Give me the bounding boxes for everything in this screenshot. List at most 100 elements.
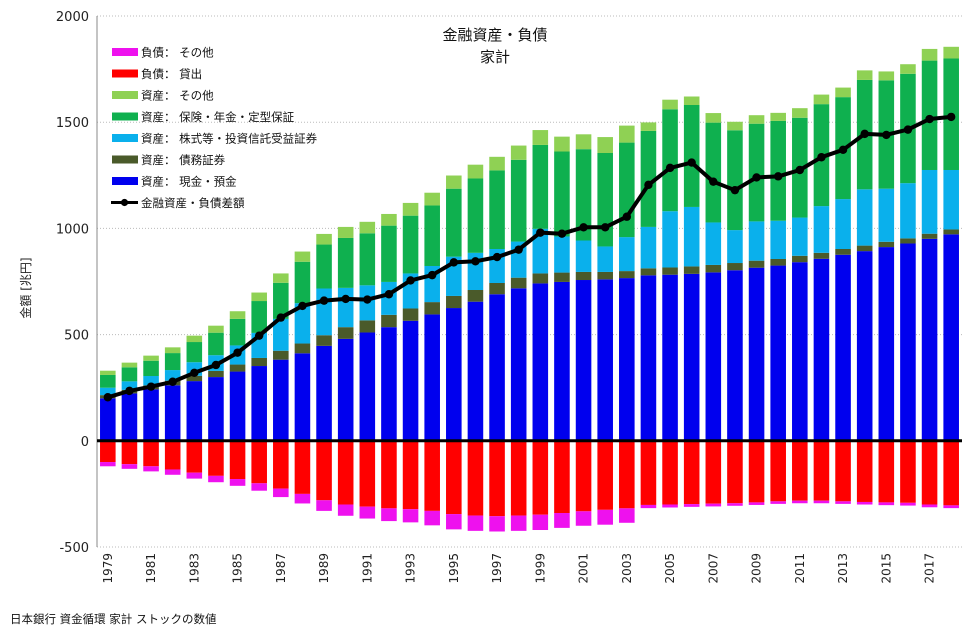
bar-segment	[164, 353, 181, 371]
x-tick-label: 2013	[836, 553, 850, 584]
net-worth-point	[492, 252, 502, 262]
bar-segment	[402, 509, 419, 523]
bar-segment	[381, 508, 397, 522]
bar-segment	[597, 246, 613, 272]
bar-segment	[554, 440, 570, 514]
bar-segment	[770, 112, 786, 121]
bar-segment	[121, 440, 138, 465]
bar-segment	[619, 125, 635, 143]
bar-segment	[186, 440, 203, 473]
bar-segment	[164, 385, 181, 441]
bar-segment	[921, 504, 938, 508]
bar-segment	[597, 152, 613, 247]
bar-segment	[554, 136, 570, 152]
bar-segment	[510, 145, 527, 160]
x-tick-label: 1999	[533, 553, 547, 584]
bar-segment	[727, 263, 743, 271]
bar-segment	[619, 271, 635, 279]
bar-stacks	[100, 46, 959, 532]
bar-segment	[619, 142, 635, 238]
bar-segment	[856, 189, 873, 246]
bar-segment	[640, 504, 657, 509]
bar-segment	[705, 503, 722, 507]
bar-segment	[337, 327, 354, 339]
bar-segment	[792, 500, 808, 504]
bar-segment	[359, 506, 376, 519]
bar-segment	[705, 272, 722, 441]
bar-segment	[381, 314, 397, 328]
bar-segment	[294, 261, 311, 304]
bar-segment	[683, 273, 700, 441]
bar-segment	[402, 202, 419, 216]
bar-segment	[316, 288, 332, 336]
net-worth-point	[838, 145, 848, 155]
grid-lines	[96, 15, 962, 548]
bar-segment	[662, 99, 678, 110]
bar-segment	[424, 205, 440, 266]
x-tick-label: 2005	[663, 553, 677, 584]
bar-segment	[575, 149, 592, 241]
bar-segment	[294, 251, 311, 262]
bar-segment	[316, 500, 332, 511]
bar-segment	[597, 279, 613, 441]
bar-segment	[489, 516, 505, 532]
net-worth-point	[709, 177, 718, 186]
bar-segment	[424, 192, 440, 206]
bar-segment	[792, 262, 808, 441]
bar-segment	[402, 320, 419, 441]
bar-segment	[337, 237, 354, 288]
bar-segment	[727, 270, 743, 441]
bar-segment	[640, 268, 657, 276]
y-tick-label: 2000	[56, 10, 89, 25]
legend-swatch-marker	[120, 198, 129, 207]
bar-segment	[921, 48, 938, 61]
bar-segment	[316, 440, 332, 501]
bar-segment	[273, 350, 289, 360]
bar-segment	[532, 440, 549, 515]
legend-label: 資産： 保険・年金・定型保証	[141, 110, 295, 124]
bar-segment	[943, 169, 959, 230]
net-worth-point	[882, 130, 891, 140]
bar-segment	[402, 308, 419, 321]
bar-segment	[186, 375, 203, 382]
bar-segment	[208, 332, 224, 356]
x-axis-ticks: 1979 1981 1983 1985 1987 1989 1991 1993 1995 1997…	[101, 553, 937, 584]
legend-label: 資産： その他	[141, 89, 214, 103]
bar-segment	[619, 508, 635, 523]
bar-segment	[597, 509, 613, 525]
bar-segment	[900, 64, 916, 74]
bar-segment	[705, 113, 722, 123]
bar-segment	[424, 440, 440, 511]
net-worth-point	[579, 223, 588, 232]
bar-segment	[510, 515, 527, 531]
bar-segment	[489, 156, 505, 171]
bar-segment	[143, 466, 159, 472]
bar-segment	[683, 206, 700, 267]
bar-segment	[575, 280, 592, 441]
bar-segment	[792, 440, 808, 501]
bar-segment	[748, 440, 765, 503]
x-tick-label: 1997	[490, 553, 504, 584]
bar-segment	[921, 169, 938, 234]
bar-segment	[402, 440, 419, 510]
y-axis-label: 金額 [兆円]	[18, 257, 33, 318]
bar-segment	[662, 274, 678, 441]
x-tick-label: 2003	[620, 553, 634, 584]
bar-segment	[878, 247, 895, 441]
x-tick-label: 1987	[274, 553, 288, 584]
bar-segment	[467, 164, 484, 179]
bar-segment	[446, 295, 462, 309]
bar-segment	[446, 308, 462, 441]
bar-segment	[575, 240, 592, 272]
bar-segment	[100, 462, 116, 467]
y-axis-ticks: -500 0 500 1000 1500 2000	[56, 10, 89, 556]
net-worth-point	[946, 112, 956, 122]
bar-segment	[229, 318, 246, 346]
bar-segment	[446, 188, 462, 257]
bar-segment	[100, 398, 116, 441]
legend-label: 資産： 株式等・投資信託受益証券	[141, 132, 318, 146]
net-worth-point	[687, 158, 696, 167]
bar-segment	[792, 108, 808, 118]
bar-segment	[273, 359, 289, 441]
bar-segment	[662, 267, 678, 275]
